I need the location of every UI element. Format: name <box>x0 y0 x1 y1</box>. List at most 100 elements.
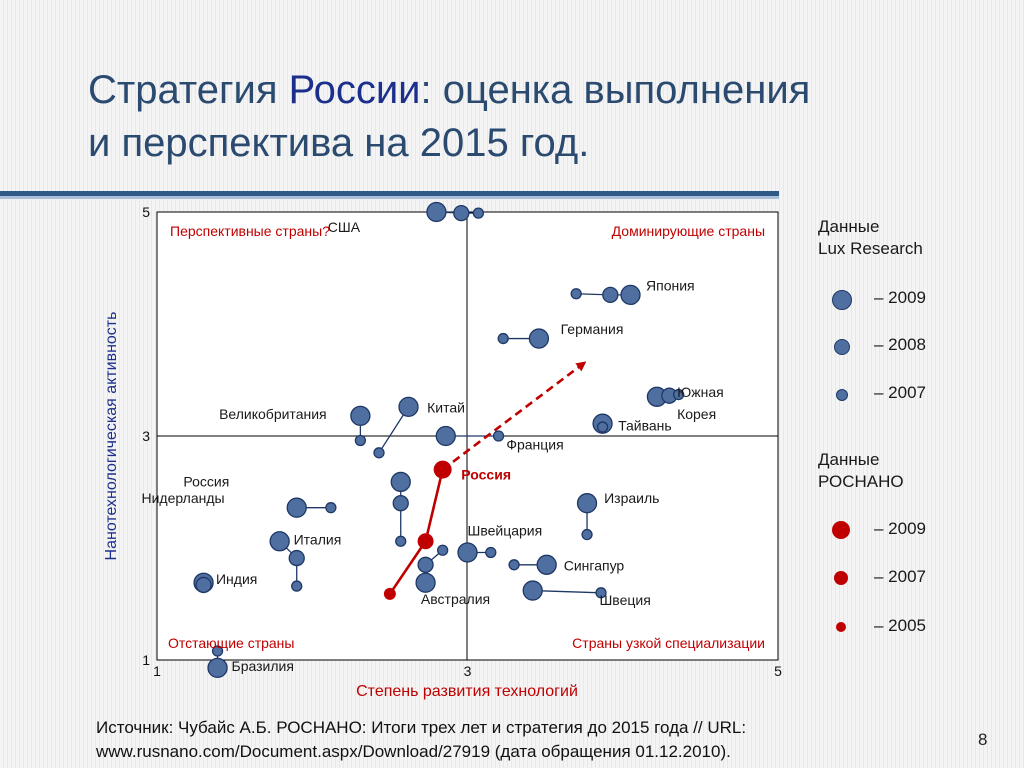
quadrant-label-bottom-left: Отстающие страны <box>168 635 294 651</box>
legend-lux-label-2009: – 2009 <box>874 288 926 307</box>
point-9-2007 <box>395 535 407 547</box>
country-label-8: Великобритания <box>219 406 327 422</box>
point-8-2009 <box>350 405 371 426</box>
point-17-2009 <box>522 580 543 601</box>
country-label-17: Швеция <box>599 592 650 608</box>
y-tick-1: 1 <box>142 652 150 668</box>
title-line1-pre: Стратегия <box>88 68 289 112</box>
quadrant-label-top-right: Доминирующие страны <box>612 223 765 239</box>
y-tick-5: 5 <box>142 204 150 220</box>
y-tick-3: 3 <box>142 428 150 444</box>
country-label-1: Япония <box>646 277 695 293</box>
country-label-9: Россия <box>183 473 229 489</box>
slide-title: Стратегия России: оценка выполнения и пе… <box>88 64 988 170</box>
rosnano-point-2009 <box>433 460 452 479</box>
point-2-2007 <box>497 332 509 345</box>
legend-lux-title-line2: Lux Research <box>818 239 923 258</box>
country-label-18: Бразилия <box>232 658 294 674</box>
point-10-2009 <box>286 497 307 518</box>
quadrant-label-bottom-right: Страны узкой специализации <box>572 635 765 651</box>
point-18-2007 <box>211 645 224 657</box>
x-tick-3: 3 <box>464 663 472 679</box>
point-8-2007 <box>354 434 367 447</box>
point-18-2009 <box>207 657 228 678</box>
point-11-2007 <box>581 528 593 541</box>
point-12-2009 <box>269 531 290 552</box>
title-rule-light <box>0 196 779 199</box>
rosnano-projection-arrow <box>441 361 587 471</box>
y-axis-title: Нанотехнологическая активность <box>103 312 120 561</box>
legend-rosnano-dot-small <box>836 622 846 632</box>
point-17-2007 <box>595 587 607 599</box>
point-6-2007 <box>492 430 505 442</box>
country-label-7: Китай <box>427 399 465 415</box>
point-1-2008 <box>602 286 619 304</box>
title-line2: и перспектива на 2015 год. <box>88 121 590 165</box>
source-line2: www.rusnano.com/Document.aspx/Download/2… <box>96 742 731 761</box>
legend-rosnano-dot-medium <box>834 571 848 585</box>
legend-rosnano-dot-large <box>832 521 850 539</box>
country-label-16: Австралия <box>421 591 490 607</box>
point-5-2007 <box>596 421 609 433</box>
quadrant-label-top-left: Перспективные страны? <box>170 223 330 239</box>
country-label-4: Корея <box>677 406 716 422</box>
country-label-15: Сингапур <box>564 557 625 573</box>
legend-lux-label-2007: – 2007 <box>874 383 926 402</box>
point-1-2009 <box>620 284 641 306</box>
source-line1: Источник: Чубайс А.Б. РОСНАНО: Итоги тре… <box>96 718 747 737</box>
legend-rosnano-label-2005: – 2005 <box>874 616 926 635</box>
point-12-2007 <box>291 580 303 592</box>
country-label-13: Швейцария <box>468 523 543 539</box>
legend-rosnano-title-line1: Данные <box>818 450 880 469</box>
legend-rosnano-label-2007: – 2007 <box>874 567 926 586</box>
rosnano-point-2005 <box>383 587 396 600</box>
country-label-11: Израиль <box>604 490 659 506</box>
point-7-2009 <box>398 396 419 418</box>
point-16-2008 <box>417 556 434 573</box>
x-axis-title: Степень развития технологий <box>356 683 578 700</box>
country-label-5: Тайвань <box>618 417 672 433</box>
point-1-2007 <box>570 288 582 300</box>
legend-lux-title: Данные Lux Research <box>818 216 923 260</box>
country-label-3: Южная <box>677 384 724 400</box>
point-7-2007 <box>373 447 385 459</box>
point-14-2008 <box>195 576 212 594</box>
point-3-2007 <box>672 388 685 401</box>
point-9-2009 <box>390 471 411 493</box>
point-0-2009 <box>426 201 447 223</box>
legend-rosnano-title-line2: РОСНАНО <box>818 472 904 491</box>
rosnano-segment-0 <box>388 540 427 595</box>
point-16-2009 <box>415 572 436 593</box>
country-label-10: Нидерланды <box>141 490 224 506</box>
point-15-2009 <box>536 554 557 575</box>
point-9-2008 <box>392 495 409 512</box>
country-label-6: Франция <box>506 436 563 452</box>
rosnano-point-2007 <box>417 533 434 550</box>
country-label-2: Германия <box>561 321 624 337</box>
legend-rosnano-label-2009: – 2009 <box>874 519 926 538</box>
rosnano-segment-1 <box>424 469 444 542</box>
legend-lux-label-2008: – 2008 <box>874 335 926 354</box>
title-highlight: России <box>288 68 421 112</box>
page-number: 8 <box>978 730 988 749</box>
point-6-2009 <box>435 425 456 447</box>
point-10-2007 <box>325 502 337 514</box>
point-11-2009 <box>576 493 598 514</box>
point-12-2008 <box>288 549 305 567</box>
point-13-2007 <box>485 546 497 559</box>
rosnano-russia-label: Россия <box>461 467 511 483</box>
country-label-12: Италия <box>294 532 342 548</box>
point-0-2008 <box>453 204 470 222</box>
source-citation: Источник: Чубайс А.Б. РОСНАНО: Итоги тре… <box>96 716 896 764</box>
point-16-2007 <box>437 544 449 556</box>
x-tick-1: 1 <box>153 663 161 679</box>
point-0-2007 <box>472 207 485 219</box>
point-15-2007 <box>508 559 520 571</box>
legend-lux-dot-small <box>836 389 848 401</box>
point-13-2009 <box>457 542 478 563</box>
legend-lux-title-line1: Данные <box>818 217 880 236</box>
connector-17-0 <box>532 589 602 594</box>
legend-lux-dot-large <box>832 290 852 310</box>
title-line1-post: : оценка выполнения <box>420 68 811 112</box>
country-label-14: Индия <box>216 571 257 587</box>
